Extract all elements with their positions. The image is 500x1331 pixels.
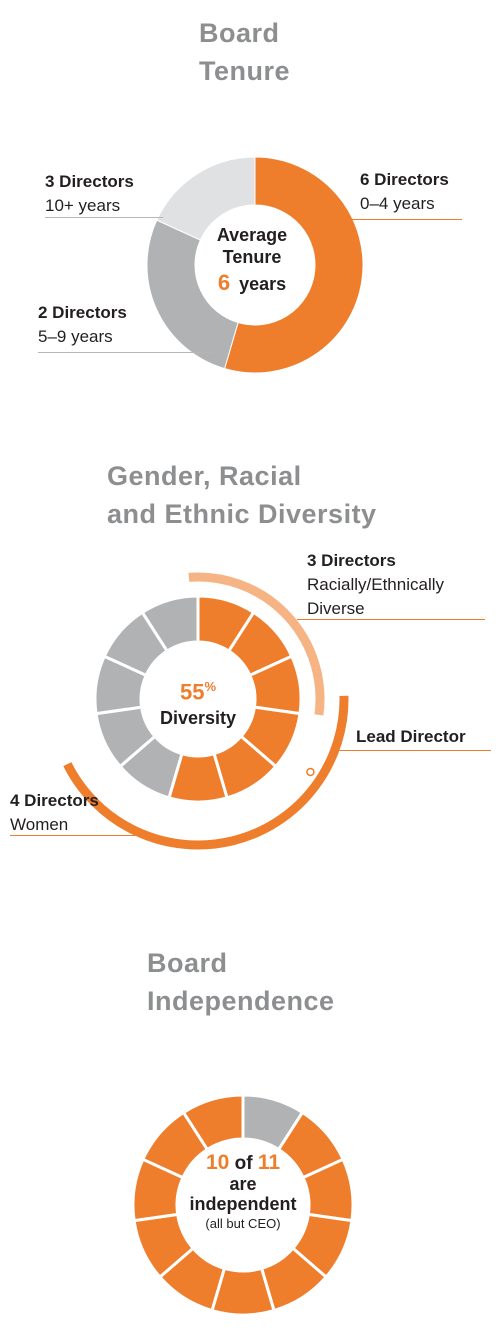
diversity-percent-sign: % xyxy=(204,679,217,694)
independence-line-3: independent xyxy=(189,1194,297,1214)
tenure-leader-10plus xyxy=(45,217,163,218)
diversity-leader-lead xyxy=(333,750,491,751)
tenure-label-5-9-count: 2 Directors xyxy=(38,303,127,322)
diversity-label-women: 4 Directors Women xyxy=(10,789,99,837)
diversity-percent-row: 55% xyxy=(146,673,250,706)
tenure-label-0-4-count: 6 Directors xyxy=(360,170,449,189)
tenure-title-line-1: Board xyxy=(199,18,280,48)
diversity-center-label: 55% Diversity xyxy=(146,673,250,730)
tenure-label-0-4-range: 0–4 years xyxy=(360,194,435,213)
tenure-average-unit: years xyxy=(239,274,287,294)
diversity-leader-racial xyxy=(297,619,485,620)
tenure-slice-1 xyxy=(223,156,364,374)
tenure-donut-chart xyxy=(146,156,364,374)
tenure-label-10plus: 3 Directors 10+ years xyxy=(45,170,134,218)
independence-title: Board Independence xyxy=(147,944,335,1020)
tenure-leader-0-4 xyxy=(345,219,462,220)
independence-segment-11 xyxy=(181,1093,245,1152)
diversity-racial-overlay-arc xyxy=(185,569,328,719)
lead-director-marker xyxy=(306,767,315,777)
tenure-center-value-row: 6 years xyxy=(192,272,312,295)
tenure-label-10plus-count: 3 Directors xyxy=(45,172,134,191)
tenure-center-line-2: Tenure xyxy=(222,247,282,267)
diversity-label-racial: 3 Directors Racially/Ethnically Diverse xyxy=(307,549,444,621)
tenure-label-0-4: 6 Directors 0–4 years xyxy=(360,168,449,216)
diversity-label-lead-text: Lead Director xyxy=(356,727,466,746)
tenure-average-value: 6 xyxy=(217,270,231,295)
tenure-label-5-9: 2 Directors 5–9 years xyxy=(38,301,127,349)
tenure-title: Board Tenure xyxy=(199,14,290,90)
independence-count-value: 10 xyxy=(205,1151,230,1174)
independence-center-label: 10 of 11 are independent (all but CEO) xyxy=(173,1151,313,1234)
tenure-slice-2 xyxy=(146,219,239,370)
diversity-label-racial-line-2: Diverse xyxy=(307,599,365,618)
tenure-center-line-1: Average xyxy=(216,225,288,245)
diversity-label-women-count: 4 Directors xyxy=(10,791,99,810)
tenure-label-10plus-range: 10+ years xyxy=(45,196,121,215)
diversity-women-overlay-arc xyxy=(59,692,352,853)
tenure-leader-5-9 xyxy=(38,352,212,353)
independence-of-word: of xyxy=(234,1153,253,1174)
diversity-percent-value: 55 xyxy=(179,679,205,705)
tenure-title-line-2: Tenure xyxy=(199,56,291,86)
tenure-slice-3 xyxy=(156,156,256,241)
tenure-label-5-9-range: 5–9 years xyxy=(38,327,113,346)
independence-total-value: 11 xyxy=(257,1151,281,1174)
diversity-segment-11 xyxy=(140,594,200,654)
diversity-donut-chart xyxy=(59,569,352,853)
tenure-center-label: Average Tenure 6 years xyxy=(192,224,312,295)
independence-note: (all but CEO) xyxy=(205,1216,281,1231)
independence-count-row: 10 of 11 xyxy=(173,1151,313,1174)
diversity-leader-women xyxy=(10,835,155,836)
independence-title-line-1: Board xyxy=(147,948,228,978)
diversity-label-women-line-1: Women xyxy=(10,815,69,834)
independence-line-2: are xyxy=(229,1174,257,1194)
diversity-title-line-1: Gender, Racial xyxy=(107,461,302,491)
diversity-center-text: Diversity xyxy=(159,708,237,729)
diversity-label-racial-count: 3 Directors xyxy=(307,551,396,570)
diversity-title: Gender, Racial and Ethnic Diversity xyxy=(107,457,377,533)
diversity-label-racial-line-1: Racially/Ethnically xyxy=(307,575,444,594)
diversity-label-lead: Lead Director xyxy=(356,725,466,749)
independence-title-line-2: Independence xyxy=(147,986,335,1016)
diversity-title-line-2: and Ethnic Diversity xyxy=(107,499,377,529)
